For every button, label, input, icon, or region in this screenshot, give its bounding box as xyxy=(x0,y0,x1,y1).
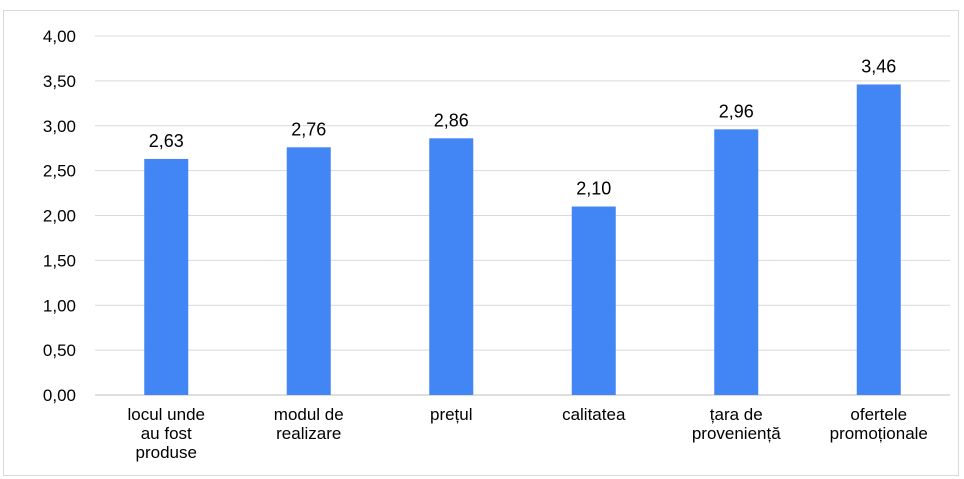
x-tick-label: locul unde au fost produse xyxy=(127,405,205,462)
x-tick-label: ofertele promoționale xyxy=(830,405,928,443)
y-tick-label: 0,00 xyxy=(43,386,76,405)
bar xyxy=(429,138,474,395)
y-tick-label: 3,50 xyxy=(43,72,76,91)
y-tick-label: 1,00 xyxy=(43,296,76,315)
y-tick-label: 2,00 xyxy=(43,207,76,226)
data-label: 2,96 xyxy=(719,101,754,121)
x-tick-label: prețul xyxy=(430,405,473,424)
x-tick-label: modul de realizare xyxy=(274,405,344,443)
data-label: 2,63 xyxy=(149,131,184,151)
y-tick-label: 4,00 xyxy=(43,27,76,46)
data-label: 3,46 xyxy=(861,56,896,76)
bar xyxy=(144,158,189,395)
y-tick-label: 2,50 xyxy=(43,162,76,181)
x-tick-label: țara de proveniență xyxy=(692,405,781,443)
bar xyxy=(714,129,759,395)
x-tick-label: calitatea xyxy=(562,405,626,424)
data-label: 2,86 xyxy=(434,110,469,130)
y-tick-label: 1,50 xyxy=(43,251,76,270)
y-tick-label: 3,00 xyxy=(43,117,76,136)
bar xyxy=(856,84,901,395)
y-tick-label: 0,50 xyxy=(43,341,76,360)
data-label: 2,76 xyxy=(291,119,326,139)
bar xyxy=(286,147,331,395)
bar xyxy=(571,206,616,395)
data-label: 2,10 xyxy=(576,179,611,199)
